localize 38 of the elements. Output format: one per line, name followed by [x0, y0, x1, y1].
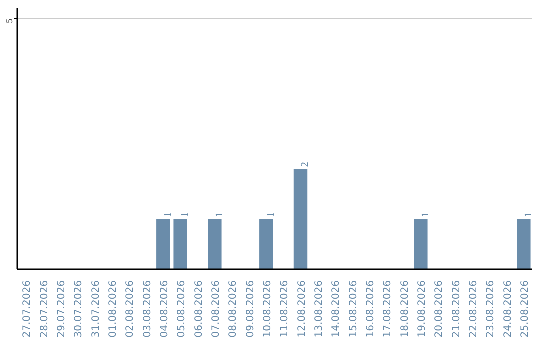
- x-tick-label: 27.07.2026: [22, 280, 34, 338]
- x-tick-label: 18.08.2026: [400, 280, 411, 338]
- y-tick-label: 5: [6, 18, 14, 24]
- x-tick-label: 09.08.2026: [245, 280, 256, 338]
- x-tick-label: 11.08.2026: [280, 280, 291, 338]
- x-tick-label: 15.08.2026: [348, 280, 360, 338]
- x-tick-label: 13.08.2026: [314, 280, 325, 338]
- data-label: 1: [162, 212, 174, 218]
- x-tick-label: 10.08.2026: [262, 280, 274, 338]
- x-tick-label: 05.08.2026: [176, 280, 188, 338]
- x-tick-label: 22.08.2026: [468, 280, 480, 338]
- x-tick-label: 07.08.2026: [210, 280, 222, 338]
- x-tick-label: 01.08.2026: [108, 280, 119, 338]
- x-tick-label: 29.07.2026: [56, 280, 68, 338]
- x-tick-label: 03.08.2026: [142, 280, 154, 338]
- x-tick-label: 30.07.2026: [74, 280, 85, 338]
- x-tick-label: 12.08.2026: [296, 280, 308, 338]
- x-tick-label: 02.08.2026: [125, 280, 136, 338]
- x-tick-label: 20.08.2026: [434, 280, 446, 338]
- x-tick-label: 04.08.2026: [159, 280, 170, 338]
- x-tick-label: 28.07.2026: [39, 280, 50, 338]
- data-label: 1: [214, 212, 226, 218]
- x-tick-label: 14.08.2026: [331, 280, 342, 338]
- x-tick-label: 21.08.2026: [451, 280, 462, 338]
- x-tick-label: 25.08.2026: [520, 280, 531, 338]
- x-tick-label: 31.07.2026: [90, 280, 102, 338]
- x-tick-label: 06.08.2026: [194, 280, 205, 338]
- x-tick-label: 23.08.2026: [486, 280, 497, 338]
- data-label: 1: [523, 212, 534, 218]
- data-label: 1: [420, 212, 432, 218]
- x-tick-label: 08.08.2026: [228, 280, 240, 338]
- data-label: 1: [180, 212, 192, 218]
- x-tick-label: 16.08.2026: [365, 280, 376, 338]
- data-label: 1: [266, 212, 277, 218]
- data-label: 2: [300, 162, 312, 168]
- x-tick-label: 17.08.2026: [382, 280, 394, 338]
- x-tick-label: 24.08.2026: [502, 280, 514, 338]
- x-tick-label: 19.08.2026: [416, 280, 428, 338]
